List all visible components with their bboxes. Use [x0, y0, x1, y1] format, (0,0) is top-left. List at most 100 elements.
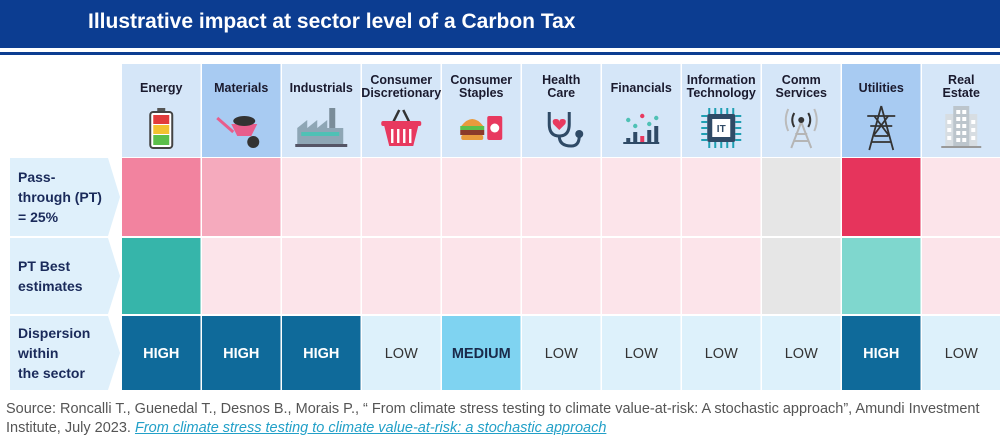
- matrix-cell: [282, 238, 361, 314]
- matrix-cell: [922, 158, 1000, 236]
- matrix-cell: [522, 238, 601, 314]
- sector-header-utilities: Utilities: [842, 64, 921, 157]
- matrix-cell: [922, 316, 1000, 390]
- burger-icon: [460, 116, 503, 140]
- matrix-cell: [442, 238, 521, 314]
- source-note: Source: Roncalli T., Guenedal T., Desnos…: [6, 400, 996, 438]
- row-label: Dispersion: [18, 325, 90, 341]
- matrix-cell: [362, 158, 441, 236]
- source-link[interactable]: From climate stress testing to climate v…: [134, 420, 607, 436]
- matrix-cell: [762, 316, 841, 390]
- matrix-cell: [762, 158, 841, 236]
- row-label-background: [10, 238, 120, 314]
- page-title: Illustrative impact at sector level of a…: [88, 10, 576, 33]
- stethoscope-icon: [547, 112, 584, 148]
- matrix-cell: [442, 316, 521, 390]
- sector-label: Consumer: [370, 73, 432, 87]
- matrix-cell: [362, 316, 441, 390]
- battery-icon: [149, 108, 174, 149]
- cell-value: HIGH: [143, 346, 179, 362]
- matrix-cell: [762, 238, 841, 314]
- sector-label: Discretionary: [361, 86, 441, 100]
- building-icon: [941, 106, 982, 148]
- sector-header-materials: Materials: [202, 64, 281, 157]
- bar-chart-icon: [623, 113, 660, 144]
- cell-value: LOW: [945, 346, 978, 362]
- cell-value: LOW: [385, 346, 418, 362]
- sector-label: Estate: [942, 86, 980, 100]
- sector-label: Health: [542, 73, 580, 87]
- row-label-background: [10, 158, 120, 236]
- sector-header-background: [202, 64, 281, 157]
- sector-header-industrials: Industrials: [282, 64, 361, 157]
- antenna-icon: [784, 108, 818, 149]
- sector-label: Materials: [214, 81, 268, 95]
- matrix-cell: [842, 158, 921, 236]
- title-bar: Illustrative impact at sector level of a…: [0, 0, 1000, 48]
- cell-value: LOW: [625, 346, 658, 362]
- sector-label: Industrials: [290, 81, 353, 95]
- row-label: Pass-: [18, 169, 56, 185]
- sector-header-background: [442, 64, 521, 157]
- row-label: within: [17, 345, 58, 361]
- matrix-cell: [682, 158, 761, 236]
- matrix-cell: [682, 238, 761, 314]
- matrix-cell: [522, 158, 601, 236]
- row-label: estimates: [18, 278, 83, 294]
- cell-value: HIGH: [863, 346, 899, 362]
- cell-value: LOW: [705, 346, 738, 362]
- matrix-cell: [682, 316, 761, 390]
- shopping-basket-icon: [381, 109, 422, 146]
- matrix-row-1: Pass-through (PT) = 25%: [10, 158, 1000, 236]
- title-divider: [0, 52, 1000, 55]
- sector-header-energy: Energy: [122, 64, 201, 157]
- matrix-cell: [122, 158, 201, 236]
- row-label: PT Best: [18, 258, 70, 274]
- matrix-cell: [842, 316, 921, 390]
- matrix-cell: [282, 158, 361, 236]
- cell-value: LOW: [785, 346, 818, 362]
- sector-label: Information: [687, 73, 756, 87]
- matrix-cell: [602, 316, 681, 390]
- sector-label: Care: [547, 86, 575, 100]
- sector-label: Technology: [687, 86, 756, 100]
- sector-impact-matrix: Energy Materials IndustrialsConsumerDiscre…: [10, 64, 1000, 390]
- chip-icon: IT: [701, 108, 742, 148]
- matrix-cell: [602, 158, 681, 236]
- row-label: = 25%: [18, 209, 59, 225]
- matrix-row-2: PT Best estimates: [10, 238, 1000, 314]
- sector-label: Real: [948, 73, 974, 87]
- svg-text:IT: IT: [717, 124, 726, 135]
- row-label-background: [10, 316, 120, 390]
- matrix-cell: [122, 316, 201, 390]
- matrix-cell: [842, 238, 921, 314]
- sector-label: Energy: [140, 81, 182, 95]
- matrix-cell: [362, 238, 441, 314]
- matrix-cell: [122, 238, 201, 314]
- sector-label: Consumer: [450, 73, 512, 87]
- sector-label: Financials: [611, 81, 672, 95]
- cell-value: LOW: [545, 346, 578, 362]
- matrix-cell: [202, 158, 281, 236]
- row-label: through (PT): [18, 189, 102, 205]
- factory-icon: [295, 108, 348, 147]
- sector-header-financials: Financials: [602, 64, 681, 157]
- matrix-cell: [202, 316, 281, 390]
- matrix-cell: [282, 316, 361, 390]
- matrix-cell: [922, 238, 1000, 314]
- sector-label: Comm: [782, 73, 821, 87]
- sector-label: Utilities: [859, 81, 904, 95]
- matrix-cell: [522, 316, 601, 390]
- matrix-cell: [202, 238, 281, 314]
- cell-value: HIGH: [223, 346, 259, 362]
- row-label: the sector: [18, 365, 85, 381]
- sector-label: Staples: [459, 86, 504, 100]
- pylon-icon: [867, 105, 896, 151]
- cell-value: HIGH: [303, 346, 339, 362]
